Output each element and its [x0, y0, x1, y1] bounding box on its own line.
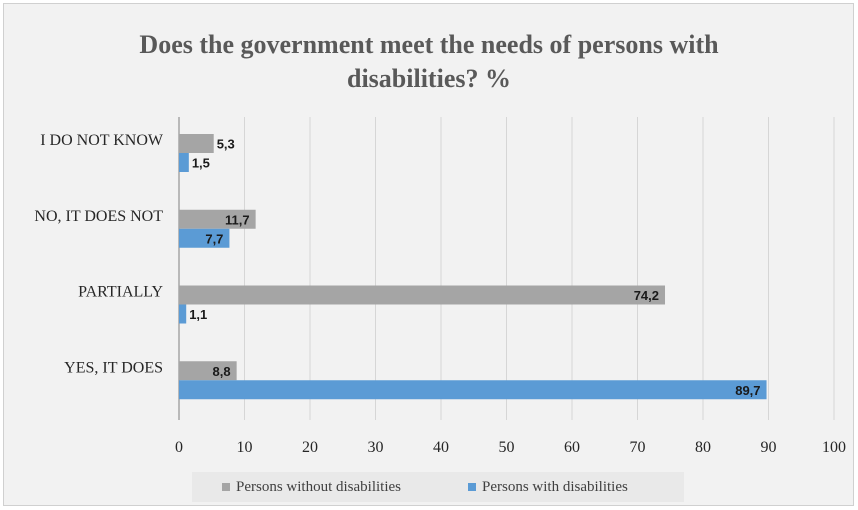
bar-with-2	[179, 304, 187, 324]
x-tick-label-0: 0	[175, 439, 183, 456]
x-tick-label-100: 100	[822, 439, 846, 456]
bar-without-1	[179, 209, 256, 229]
bar-without-0	[179, 134, 214, 153]
chart-title-line-1: Does the government meet the needs of pe…	[139, 30, 719, 59]
bar-with-0	[179, 153, 189, 172]
chart-area	[3, 3, 854, 506]
data-label: 89,7	[735, 383, 760, 398]
x-tick-label-10: 10	[237, 439, 253, 456]
category-label: PARTIALLY	[78, 284, 163, 301]
data-label: 7,7	[205, 231, 223, 246]
data-label: 5,3	[217, 137, 235, 152]
chart-title: Does the government meet the needs of pe…	[0, 28, 858, 96]
x-tick-label-20: 20	[302, 439, 318, 456]
bar-with-1	[179, 228, 230, 248]
x-tick-label-30: 30	[368, 439, 384, 456]
category-label: NO, IT DOES NOT	[34, 208, 163, 225]
legend-swatch-without	[222, 483, 230, 491]
x-tick-label-80: 80	[695, 439, 711, 456]
bar-without-3	[179, 361, 237, 381]
legend-label-without: Persons without disabilities	[236, 478, 401, 495]
category-label: I DO NOT KNOW	[40, 132, 164, 149]
data-label: 11,7	[225, 212, 250, 227]
x-tick-label-90: 90	[761, 439, 777, 456]
x-tick-label-50: 50	[499, 439, 515, 456]
bar-with-3	[179, 380, 767, 400]
bar-without-2	[179, 285, 666, 305]
data-label: 1,1	[189, 307, 207, 322]
data-label: 74,2	[634, 288, 659, 303]
legend-item-without: Persons without disabilities	[222, 472, 401, 502]
data-label: 8,8	[213, 364, 231, 379]
legend-item-with: Persons with disabilities	[468, 472, 628, 502]
x-tick-label-70: 70	[630, 439, 646, 456]
chart-title-line-2: disabilities? %	[347, 64, 511, 93]
data-label: 1,5	[192, 156, 210, 171]
legend-swatch-with	[468, 483, 476, 491]
legend-label-with: Persons with disabilities	[482, 478, 628, 495]
legend: Persons without disabilities Persons wit…	[192, 472, 684, 502]
category-label: YES, IT DOES	[64, 359, 163, 376]
x-tick-label-60: 60	[564, 439, 580, 456]
x-tick-label-40: 40	[433, 439, 449, 456]
